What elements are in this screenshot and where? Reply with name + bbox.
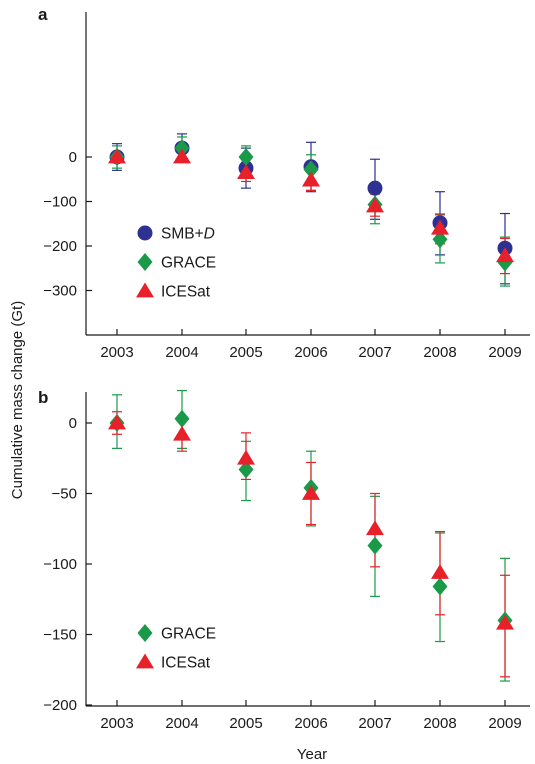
- data-point-triangle: [302, 171, 320, 187]
- panel-b: b 0 −50 −100 −150 −200 2003 2004 2005 2006 2007 200…: [38, 388, 530, 732]
- x-tick-label: 2004: [165, 715, 198, 732]
- data-point-triangle: [366, 197, 384, 213]
- x-tick-label: 2005: [229, 344, 262, 361]
- legend-marker-triangle: [136, 282, 154, 298]
- data-point-triangle: [173, 425, 191, 441]
- x-tick-label: 2004: [165, 344, 198, 361]
- data-point-circle: [367, 180, 383, 196]
- panel-a: a 0 −100 −200 −300 2003 2004 2005 2006 2007 2008 20…: [38, 5, 530, 361]
- data-point-diamond: [174, 139, 190, 158]
- data-point-triangle: [237, 164, 255, 179]
- data-point-triangle: [108, 414, 126, 430]
- x-tick-label: 2006: [294, 715, 327, 732]
- data-point-diamond: [174, 409, 190, 428]
- data-point-triangle: [431, 563, 449, 579]
- y-tick-label: −50: [52, 486, 77, 503]
- data-point-diamond: [432, 577, 448, 596]
- x-tick-label: 2008: [423, 344, 456, 361]
- legend: GRACE ICESat: [136, 624, 216, 672]
- data-point-triangle: [366, 520, 384, 536]
- panel-label: b: [38, 388, 48, 407]
- y-tick-label: 0: [69, 149, 77, 166]
- panel-label: a: [38, 5, 48, 24]
- y-axis-title: Cumulative mass change (Gt): [9, 301, 26, 499]
- data-point-triangle: [108, 148, 126, 164]
- legend-label: ICESat: [161, 284, 211, 301]
- y-tick-label: −100: [43, 194, 77, 211]
- y-tick-label: −150: [43, 627, 77, 644]
- x-tick-label: 2009: [488, 344, 521, 361]
- data-point-triangle: [496, 614, 514, 630]
- x-tick-label: 2007: [358, 344, 391, 361]
- x-tick-label: 2003: [100, 344, 133, 361]
- data-point-diamond: [432, 230, 448, 249]
- data-point-triangle: [496, 247, 514, 263]
- data-point-triangle: [237, 449, 255, 465]
- y-tick-label: −200: [43, 238, 77, 255]
- legend-label: SMB+D: [161, 226, 215, 243]
- data-point-triangle: [302, 485, 320, 500]
- x-tick-label: 2006: [294, 344, 327, 361]
- x-tick-label: 2009: [488, 715, 521, 732]
- legend-label: ICESat: [161, 655, 211, 672]
- y-tick-label: −300: [43, 283, 77, 300]
- x-tick-label: 2005: [229, 715, 262, 732]
- data-point-triangle: [431, 219, 449, 235]
- y-tick-label: 0: [69, 415, 77, 432]
- legend-marker-circle: [137, 225, 153, 241]
- x-axis-title: Year: [297, 746, 327, 763]
- x-tick-label: 2007: [358, 715, 391, 732]
- legend-label: GRACE: [161, 626, 216, 643]
- data-point-diamond: [303, 160, 319, 179]
- legend-marker-triangle: [136, 653, 154, 669]
- x-tick-label: 2003: [100, 715, 133, 732]
- legend-marker-diamond: [137, 624, 153, 642]
- x-tick-label: 2008: [423, 715, 456, 732]
- data-point-triangle: [173, 148, 191, 164]
- y-tick-label: −100: [43, 556, 77, 573]
- data-point-diamond: [238, 460, 254, 479]
- y-tick-label: −200: [43, 697, 77, 714]
- legend-label: GRACE: [161, 255, 216, 272]
- legend-marker-diamond: [137, 253, 153, 271]
- legend: SMB+D GRACE ICESat: [136, 225, 216, 301]
- data-point-diamond: [238, 148, 254, 166]
- data-point-diamond: [367, 536, 383, 555]
